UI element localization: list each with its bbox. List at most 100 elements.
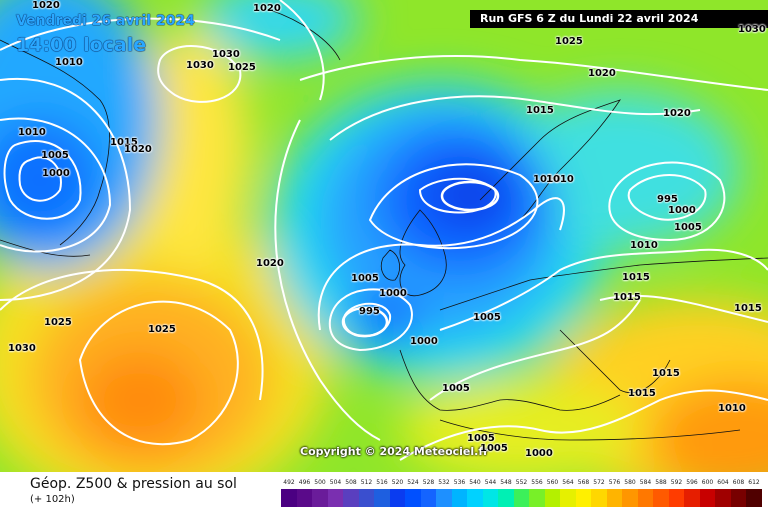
scale-swatch — [560, 489, 576, 507]
isobar-label: 1025 — [148, 324, 176, 335]
model-run-info: Run GFS 6 Z du Lundi 22 avril 2024 — [470, 10, 768, 28]
scale-label: 576 — [608, 479, 621, 486]
scale-label: 520 — [391, 479, 404, 486]
forecast-local-time: 14:00 locale — [16, 34, 147, 56]
isobar-label: 1010 — [718, 403, 746, 414]
scale-label: 608 — [732, 479, 745, 486]
scale-label: 564 — [562, 479, 574, 486]
scale-swatch — [343, 489, 359, 507]
isobar-label: 1030 — [738, 24, 766, 35]
isobar-label: 1000 — [379, 288, 407, 299]
scale-label: 500 — [314, 479, 326, 486]
isobar-label: 1025 — [555, 36, 583, 47]
weather-map: Vendredi 26 avril 2024 14:00 locale Run … — [0, 0, 768, 472]
scale-label: 604 — [717, 479, 729, 486]
scale-swatch — [622, 489, 638, 507]
scale-swatch — [699, 489, 715, 507]
scandinavia-coast — [479, 99, 621, 221]
low-pressure-centers — [341, 180, 500, 338]
italy-balkans-coast — [559, 329, 671, 393]
isobar-label: 1005 — [480, 443, 508, 454]
isobar-label: 1015 — [622, 272, 650, 283]
scale-swatch — [451, 489, 467, 507]
isobar-label: 1015 — [110, 137, 138, 148]
scale-swatch — [281, 489, 297, 507]
isobar-label: 1025 — [44, 317, 72, 328]
scale-swatch — [467, 489, 483, 507]
isobar-label: 1000 — [410, 336, 438, 347]
scale-label: 548 — [500, 479, 512, 486]
isobar-label: 995 — [359, 306, 380, 317]
scale-swatch — [544, 489, 560, 507]
isobar-label: 1010 — [630, 240, 658, 251]
product-title: Géop. Z500 & pression au sol — [30, 476, 237, 492]
isobar-label: 1030 — [212, 49, 240, 60]
scale-swatch — [715, 489, 731, 507]
scale-label: 612 — [748, 479, 760, 486]
isobar-label: 1005 — [467, 433, 495, 444]
isobar-label: 1015 — [526, 105, 554, 116]
scale-swatch — [498, 489, 514, 507]
scale-swatch — [420, 489, 436, 507]
scale-swatch — [684, 489, 700, 507]
scale-label: 508 — [345, 479, 357, 486]
low-center-atlantic — [341, 306, 389, 338]
scale-swatch — [668, 489, 684, 507]
isobar-label: 1020 — [588, 68, 616, 79]
copyright-notice: Copyright © 2024 Meteociel.fr — [300, 445, 489, 458]
scale-label: 560 — [546, 479, 559, 486]
isobar-label: 1015 — [613, 292, 641, 303]
north-europe-coast — [439, 257, 768, 311]
isobar-label: 1025 — [228, 62, 256, 73]
scale-label: 516 — [376, 479, 388, 486]
iberia-med-coast — [399, 349, 621, 411]
isobar-label: 1005 — [41, 150, 69, 161]
legend-footer: Géop. Z500 & pression au sol (+ 102h) 49… — [0, 472, 768, 512]
scale-label: 504 — [329, 479, 342, 486]
scale-swatch — [374, 489, 390, 507]
low-center-north-sea — [440, 180, 500, 212]
isobar-label: 1010 — [18, 127, 46, 138]
scale-swatch — [513, 489, 529, 507]
scale-label: 524 — [407, 479, 419, 486]
scale-label: 572 — [593, 479, 605, 486]
isobars — [0, 0, 768, 461]
isobar-label: 1020 — [663, 108, 691, 119]
isobar-label: 1005 — [473, 312, 501, 323]
isobar-label: 1030 — [186, 60, 214, 71]
scale-label: 552 — [515, 479, 528, 486]
scale-label: 556 — [531, 479, 543, 486]
scale-label: 532 — [438, 479, 450, 486]
canada-coast — [0, 239, 91, 257]
isobar-label: 1020 — [256, 258, 284, 269]
isobar-label: 1000 — [42, 168, 70, 179]
scale-swatch — [637, 489, 653, 507]
isobar-label: 1005 — [442, 383, 470, 394]
isobar-label: 1010 — [546, 174, 574, 185]
scale-swatch — [606, 489, 622, 507]
forecast-date: Vendredi 26 avril 2024 — [16, 13, 195, 29]
scale-swatch — [653, 489, 669, 507]
isobar-label: 1005 — [351, 273, 379, 284]
scale-label: 584 — [639, 479, 652, 486]
scale-swatch — [296, 489, 312, 507]
scale-label: 596 — [686, 479, 698, 486]
scale-label: 588 — [655, 479, 667, 486]
scale-label: 496 — [298, 479, 311, 486]
scale-swatch — [389, 489, 405, 507]
scale-swatch — [730, 489, 746, 507]
great-britain — [399, 209, 447, 297]
isobar-label: 1015 — [734, 303, 762, 314]
scale-swatch — [746, 489, 762, 507]
isobar-label: 1005 — [674, 222, 702, 233]
scale-swatch — [591, 489, 607, 507]
isobar-label: 995 — [657, 194, 678, 205]
scale-label: 536 — [453, 479, 466, 486]
scale-label: 512 — [360, 479, 373, 486]
lead-time: (+ 102h) — [30, 494, 75, 505]
isobar-label: 1020 — [124, 144, 152, 155]
ireland — [380, 249, 400, 281]
scale-label: 600 — [701, 479, 714, 486]
scale-swatch — [327, 489, 343, 507]
isobar-label: 1010 — [533, 174, 561, 185]
